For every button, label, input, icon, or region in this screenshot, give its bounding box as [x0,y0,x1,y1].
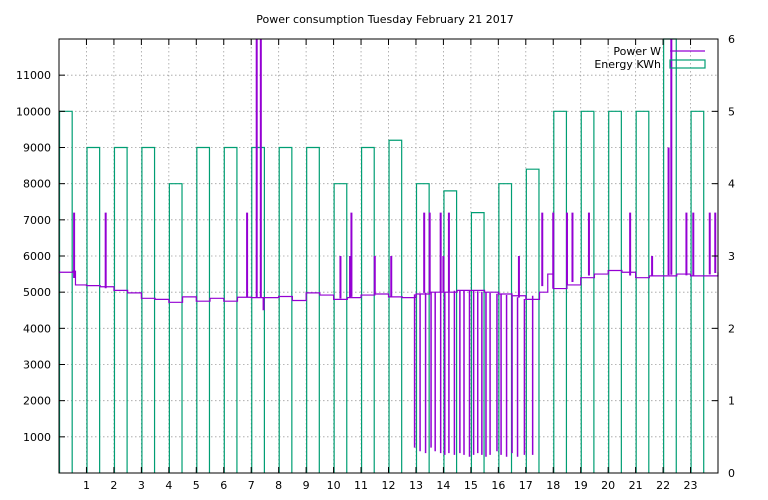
energy-bar [141,146,156,473]
y2-tick-label: 6 [728,33,735,46]
x-tick-label: 17 [519,479,533,492]
y-tick-label: 2000 [23,395,51,408]
y2-tick-label: 4 [728,178,735,191]
y-tick-label: 1000 [23,431,51,444]
x-tick-label: 12 [382,479,396,492]
energy-bar [525,168,540,473]
y-tick-label: 6000 [23,250,51,263]
x-tick-label: 1 [83,479,90,492]
power-baseline [59,269,719,303]
x-tick-label: 8 [275,479,282,492]
energy-bar [360,146,375,473]
energy-bar [251,146,265,473]
y-tick-label: 10000 [16,105,51,118]
x-tick-label: 20 [601,479,615,492]
x-tick-label: 3 [138,479,145,492]
energy-bar [470,212,485,473]
x-tick-label: 18 [546,479,560,492]
x-tick-label: 22 [656,479,670,492]
energy-bar [168,183,183,473]
energy-bar [635,110,650,473]
y2-tick-label: 5 [728,105,735,118]
y-tick-label: 4000 [23,322,51,335]
energy-bar [333,183,348,473]
y-tick-label: 7000 [23,214,51,227]
energy-bar [196,146,211,473]
chart-title: Power consumption Tuesday February 21 20… [256,13,513,26]
x-tick-label: 10 [327,479,341,492]
axes: 1 2 3 4 5 6 7 8 9 10 11 12 13 14 15 16 17 18 19 20 21 22 23100… [16,33,735,492]
energy-bar [580,110,595,473]
energy-bar [278,146,293,473]
y2-tick-label: 2 [728,322,735,335]
legend-label: Energy KWh [594,58,661,71]
x-tick-label: 11 [354,479,368,492]
x-tick-label: 9 [303,479,310,492]
x-tick-label: 7 [248,479,255,492]
legend-label: Power W [613,45,661,58]
y2-tick-label: 3 [728,250,735,263]
y-tick-label: 8000 [23,178,51,191]
energy-bar [415,183,430,473]
y-tick-label: 11000 [16,69,51,82]
energy-bar [553,110,568,473]
y2-tick-label: 0 [728,467,735,480]
y-tick-label: 9000 [23,142,51,155]
x-tick-label: 5 [193,479,200,492]
plot-frame [58,38,719,474]
x-tick-label: 4 [165,479,172,492]
x-tick-label: 2 [110,479,117,492]
energy-bar [443,190,458,473]
x-tick-label: 19 [574,479,588,492]
energy-bar [663,38,677,473]
energy-bar [113,146,128,473]
x-tick-label: 21 [629,479,643,492]
energy-bar [388,139,403,473]
x-tick-label: 13 [409,479,423,492]
energy-bar [306,146,320,473]
energy-bar [608,110,622,473]
power-series [59,39,719,457]
x-tick-label: 15 [464,479,478,492]
x-tick-label: 6 [220,479,227,492]
y-tick-label: 5000 [23,286,51,299]
y2-tick-label: 1 [728,395,735,408]
energy-bar [223,146,238,473]
y-tick-label: 3000 [23,359,51,372]
x-tick-label: 14 [436,479,450,492]
x-tick-label: 23 [684,479,698,492]
x-tick-label: 16 [491,479,505,492]
energy-bar [86,146,101,473]
energy-bar [690,110,705,473]
legend-swatch-energy [669,59,706,69]
